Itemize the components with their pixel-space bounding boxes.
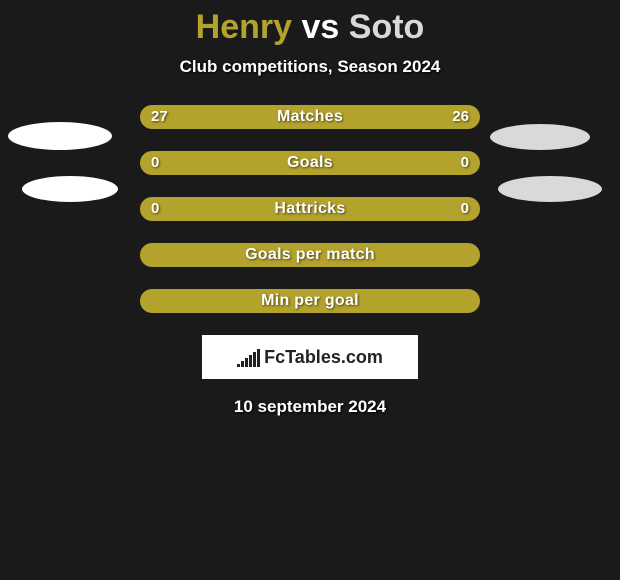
stat-label: Goals per match [141,244,479,266]
stat-left-value: 0 [151,198,159,220]
date-text: 10 september 2024 [0,397,620,417]
page-title: Henry vs Soto [0,0,620,51]
stat-label: Goals [141,152,479,174]
stat-label: Matches [141,106,479,128]
stat-left-value: 0 [151,152,159,174]
vs-text: vs [302,8,340,46]
stat-right-value: 0 [461,198,469,220]
stat-row: Hattricks0 0 [140,197,480,221]
stat-label: Hattricks [141,198,479,220]
stat-row: Min per goal [140,289,480,313]
logo-text: FcTables.com [264,347,383,368]
logo: FcTables.com [237,347,383,368]
stat-right-value: 26 [452,106,469,128]
player1-name: Henry [196,8,292,46]
stat-label: Min per goal [141,290,479,312]
decorative-ellipse [490,124,590,150]
stat-right-value: 0 [461,152,469,174]
subtitle-text: Club competitions, Season 2024 [0,57,620,77]
player2-name: Soto [349,8,425,46]
stat-left-value: 27 [151,106,168,128]
decorative-ellipse [8,122,112,150]
stat-row: Goals per match [140,243,480,267]
logo-bars-icon [237,347,264,367]
decorative-ellipse [22,176,118,202]
logo-box: FcTables.com [202,335,418,379]
stat-row: Goals0 0 [140,151,480,175]
decorative-ellipse [498,176,602,202]
stat-row: Matches27 26 [140,105,480,129]
